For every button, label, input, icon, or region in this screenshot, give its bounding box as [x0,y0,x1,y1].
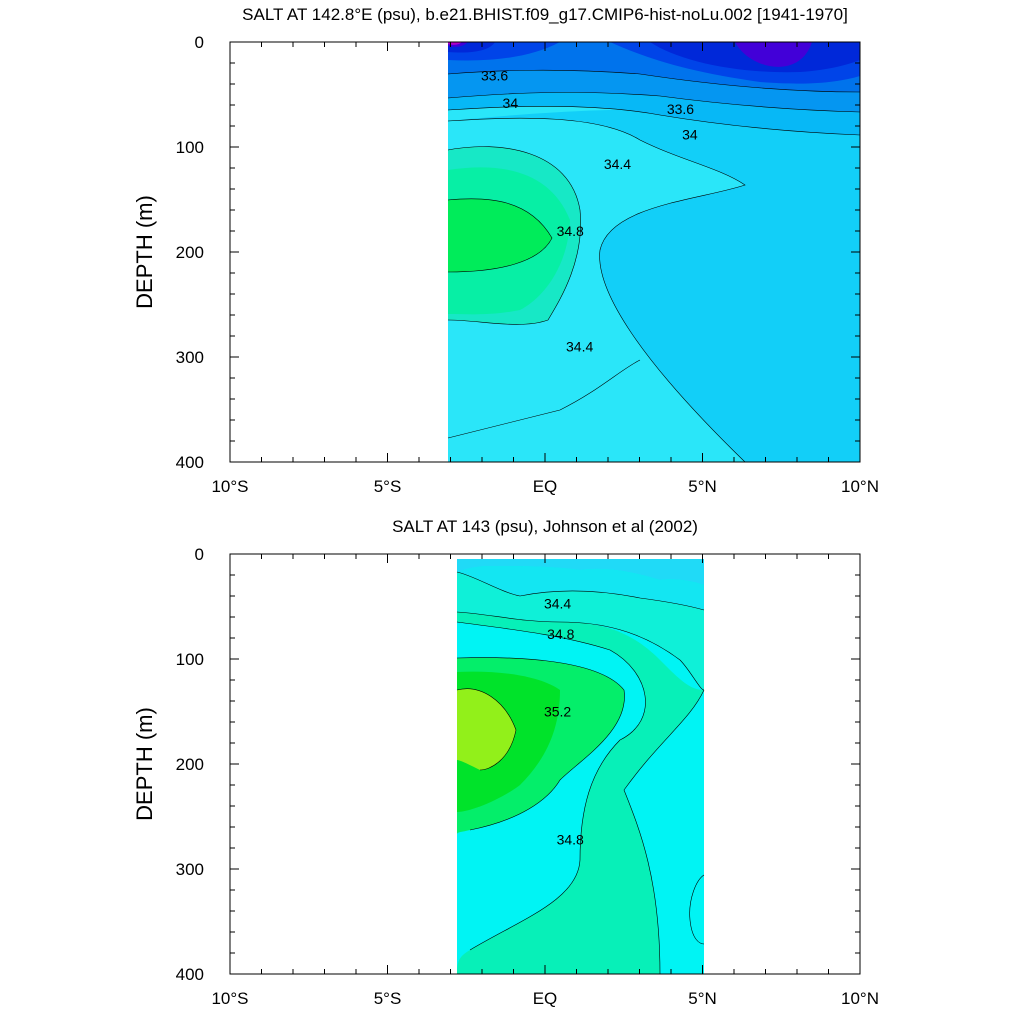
x-tick-label: EQ [533,989,558,1008]
x-tick-label: 10°N [841,477,879,496]
panel-obs-fills [456,559,705,975]
salinity-band-32.8 [448,42,462,45]
y-tick-label: 300 [176,348,204,367]
panel-model: SALT AT 142.8°E (psu), b.e21.BHIST.f09_g… [132,5,879,496]
contour-label: 33.6 [667,101,694,117]
panel-obs-title: SALT AT 143 (psu), Johnson et al (2002) [392,517,698,536]
contour-label: 33.6 [481,68,508,84]
salinity-band-34.4 [457,566,704,610]
contour-label: 35.2 [544,704,571,720]
salinity-band-33 [448,42,812,67]
contour-line [447,92,861,113]
contour-label: 34 [682,126,698,142]
panel-model-ylabel: DEPTH (m) [132,195,157,309]
salinity-band-34.2 [457,559,704,585]
panel-obs-axes: 10°S 5°S EQ 5°N 10°N 0 100 200 300 400 [176,545,879,1008]
contour-label: 34.8 [547,626,574,642]
y-tick-label: 200 [176,755,204,774]
y-tick-label: 400 [176,453,204,472]
salinity-band-34.8 [448,198,552,272]
contour-line [447,146,581,325]
panel-obs: SALT AT 143 (psu), Johnson et al (2002) … [132,517,879,1008]
x-tick-label: 10°S [211,477,248,496]
panel-obs-contour-labels: 34.4 34.8 35.2 34.8 [544,595,584,847]
contour-line [456,611,705,691]
contour-label: 34 [503,95,519,111]
panel-model-axes: 10°S 5°S EQ 5°N 10°N 0 100 200 300 400 [176,33,879,496]
contour-line [689,874,705,945]
contour-line [623,689,705,975]
contour-line [447,198,553,273]
salinity-band-34.7 [457,612,704,974]
y-tick-label: 0 [195,545,204,564]
x-tick-label: 5°S [374,477,402,496]
salinity-band-34.2 [448,109,860,462]
y-tick-label: 0 [195,33,204,52]
contour-line [447,106,861,136]
panel-model-contour-labels: 33.6 34 33.6 34 34.4 34.8 34.4 [481,68,698,355]
panel-model-fills [447,42,861,463]
x-tick-label: EQ [533,477,558,496]
y-tick-label: 100 [176,138,204,157]
panel-obs-ylabel: DEPTH (m) [132,707,157,821]
salinity-band-34.6 [457,572,704,690]
y-tick-label: 300 [176,860,204,879]
x-tick-label: 5°N [688,477,717,496]
contour-line [447,69,861,93]
y-tick-label: 100 [176,650,204,669]
contour-label: 34.8 [557,832,584,848]
y-tick-label: 400 [176,965,204,984]
contour-line [447,117,746,463]
x-tick-label: 5°S [374,989,402,1008]
contour-line [456,571,705,611]
contour-line [456,621,646,951]
x-tick-label: 5°N [688,989,717,1008]
y-tick-label: 200 [176,243,204,262]
x-tick-label: 10°N [841,989,879,1008]
contour-line [447,359,641,439]
contour-label: 34.4 [604,156,631,172]
panel-model-title: SALT AT 142.8°E (psu), b.e21.BHIST.f09_g… [242,5,848,24]
contour-label: 34.4 [544,595,571,611]
contour-label: 34.4 [566,339,593,355]
contour-label: 34.8 [557,223,584,239]
salinity-band-33.8 [448,70,860,112]
salinity-band-34.6-intrusion [624,690,704,974]
x-tick-label: 10°S [211,989,248,1008]
contour-line [456,657,625,831]
salinity-band-35.4 [457,688,516,770]
contour-line [456,688,517,771]
